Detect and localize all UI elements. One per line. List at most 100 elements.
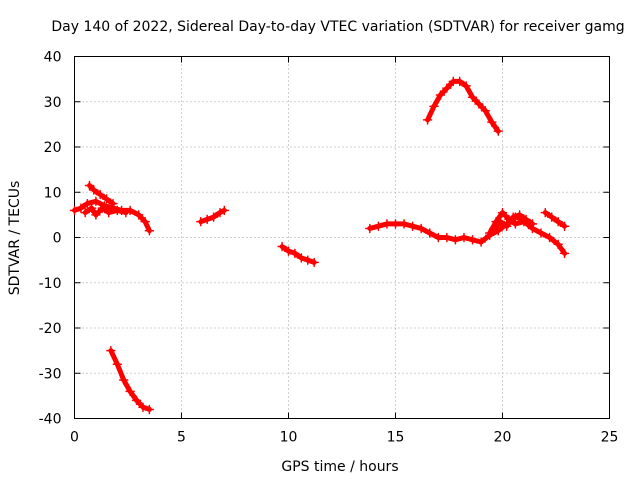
data-point [125, 386, 135, 397]
data-point [303, 255, 313, 265]
data-point [202, 214, 212, 225]
data-point [144, 404, 155, 415]
data-point [112, 205, 123, 216]
data-point [416, 223, 426, 234]
data-point [429, 101, 439, 112]
data-point [106, 345, 116, 356]
data-point [497, 207, 508, 218]
data-point [502, 221, 512, 231]
data-point [91, 210, 101, 220]
data-point [86, 203, 97, 213]
y-tick-label: 40 [44, 50, 62, 66]
data-point [510, 219, 521, 229]
data-point [108, 198, 118, 209]
data-point [91, 196, 101, 207]
series-line [425, 78, 501, 134]
y-tick-label: 30 [44, 95, 62, 111]
data-point [442, 232, 452, 243]
data-point [89, 185, 99, 195]
data-point [467, 235, 478, 245]
data-point [84, 180, 95, 191]
data-point [283, 246, 294, 256]
data-point [82, 198, 93, 209]
data-point [121, 207, 131, 218]
x-tick-label: 10 [280, 430, 298, 446]
series-seg-4 [106, 345, 155, 415]
data-point [382, 219, 392, 229]
x-tick-label: 20 [494, 430, 512, 446]
chart-grid [74, 56, 610, 419]
data-point [97, 203, 108, 213]
data-point [390, 219, 401, 229]
data-point [290, 248, 300, 259]
data-point [467, 92, 478, 102]
series-seg-11 [540, 207, 570, 231]
y-tick-label: -10 [39, 276, 62, 292]
data-point [95, 189, 105, 200]
x-tick-label: 25 [601, 430, 619, 446]
data-point [442, 83, 452, 93]
data-point [495, 216, 506, 227]
series-seg-3 [84, 180, 118, 209]
data-point [433, 232, 444, 243]
data-point [219, 205, 230, 216]
data-point [540, 207, 551, 218]
data-point [493, 126, 503, 136]
data-point [103, 207, 114, 218]
data-series [69, 76, 570, 415]
data-point [373, 221, 384, 231]
data-point [559, 221, 570, 231]
series-seg-5 [196, 205, 230, 227]
y-tick-label: 0 [53, 231, 62, 247]
y-tick-label: -30 [39, 366, 62, 382]
series-seg-10 [489, 210, 538, 234]
y-tick-label: -20 [39, 321, 62, 337]
data-point [138, 402, 148, 412]
data-point [544, 232, 555, 243]
axis-ticks: 0 5 10 15 20 25 -40 -30 -20 -10 0 10 20 30 40 [39, 50, 619, 446]
data-point [133, 210, 144, 220]
y-tick-label: 10 [44, 185, 62, 201]
y-axis-label: SDTVAR / TECUs [7, 181, 23, 296]
series-seg-6 [277, 241, 319, 268]
x-tick-label: 15 [387, 430, 405, 446]
series-line [542, 210, 568, 229]
series-seg-2 [80, 203, 131, 220]
data-point [76, 203, 86, 213]
data-point [454, 76, 465, 87]
data-point [309, 257, 319, 268]
data-point [480, 106, 491, 116]
data-point [196, 216, 206, 227]
data-point [80, 207, 90, 218]
data-point [118, 375, 129, 385]
data-point [208, 212, 219, 222]
data-point [484, 228, 495, 238]
data-point [459, 232, 469, 243]
data-point [407, 221, 418, 231]
data-point [296, 253, 307, 263]
data-point [424, 228, 435, 238]
data-point [277, 241, 287, 252]
y-tick-label: -40 [39, 412, 62, 428]
data-point [553, 216, 563, 227]
y-tick-label: 20 [44, 140, 62, 156]
data-point [476, 237, 486, 247]
data-point [461, 81, 471, 91]
data-point [140, 216, 150, 227]
data-point [144, 225, 155, 236]
data-point [527, 219, 538, 229]
data-point [514, 210, 525, 220]
data-point [489, 223, 499, 234]
x-tick-label: 5 [177, 430, 186, 446]
data-point [422, 115, 433, 125]
data-point [365, 223, 375, 234]
data-point [508, 212, 518, 222]
data-point [474, 99, 484, 109]
data-point [559, 248, 570, 259]
x-axis-label: GPS time / hours [281, 459, 398, 475]
data-point [536, 228, 546, 238]
data-point [521, 214, 531, 225]
data-point [435, 90, 446, 100]
